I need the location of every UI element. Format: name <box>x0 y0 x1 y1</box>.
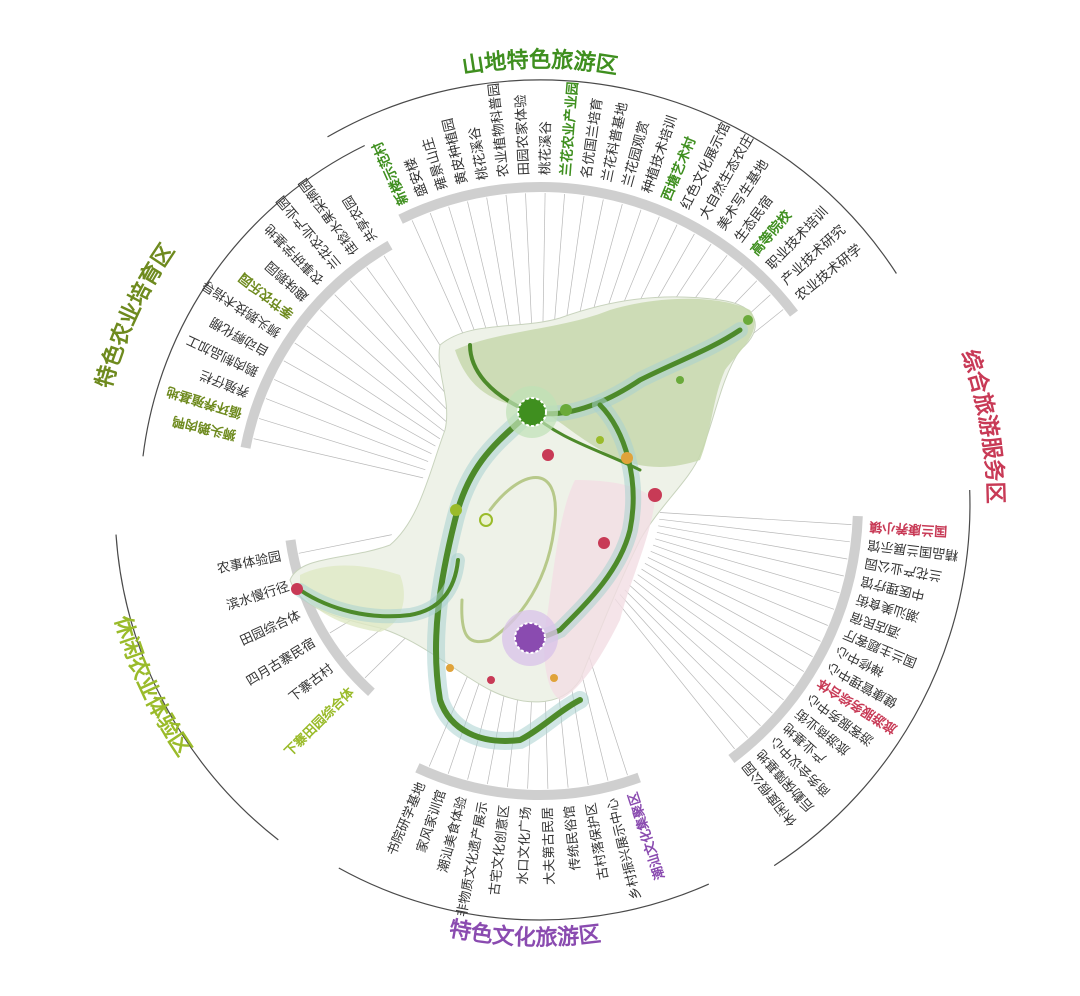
leader-line <box>258 418 426 471</box>
mountain-title: 山地特色旅游区 <box>460 47 619 80</box>
poi-node <box>596 436 604 444</box>
leader-line <box>655 538 840 594</box>
zone-item-label: 田园综合体 <box>238 608 303 649</box>
poi-node <box>291 583 303 595</box>
leader-line <box>629 584 773 714</box>
zone-item-label: 水口文化广场 <box>516 806 534 885</box>
zone-item-label: 桃花溪谷 <box>537 120 554 175</box>
leisure-title-text: 休闲农业体验区 <box>109 612 196 761</box>
zone-item-label: 古宅文化创意区 <box>486 804 512 896</box>
leader-line <box>644 562 813 658</box>
zone-item-label: 田园农家体验 <box>512 94 533 176</box>
leisure-outer-rim <box>115 534 279 841</box>
culture-title-text: 特色文化旅游区 <box>447 916 602 951</box>
poi-node <box>550 674 558 682</box>
leader-line <box>652 544 835 610</box>
leader-line <box>641 568 804 672</box>
zone-item-label: 传统民俗馆 <box>562 805 583 871</box>
poi-node <box>487 676 495 684</box>
leader-line <box>650 550 828 626</box>
leader-line <box>306 325 446 433</box>
zone-item-label: 农业植物科普园 <box>486 82 512 178</box>
mountain-title-text: 山地特色旅游区 <box>460 47 619 80</box>
agri-outer-rim <box>142 144 365 457</box>
poi-node <box>598 537 610 549</box>
zone-item-label: 新楼示范村 <box>369 139 412 208</box>
leader-line <box>294 342 441 440</box>
service-title-text: 综合旅游服务区 <box>956 346 1007 504</box>
mountain-zone-area <box>455 298 755 467</box>
zone-item-label: 农事体验园 <box>216 549 283 577</box>
poi-node <box>676 376 684 384</box>
leader-line <box>274 379 432 455</box>
agri-title-text: 特色农业培育区 <box>91 240 180 391</box>
culture-ring <box>415 763 641 800</box>
agri-ring <box>240 240 393 449</box>
leader-line <box>614 598 735 750</box>
mountain-ring <box>398 182 798 317</box>
poi-node <box>479 513 493 527</box>
hub-purple <box>514 622 546 654</box>
leader-line <box>647 557 821 642</box>
leader-line <box>619 594 749 738</box>
service-outer-rim <box>773 489 971 867</box>
poi-node <box>743 315 753 325</box>
poi-node <box>621 452 633 464</box>
service-ring <box>728 515 863 763</box>
leader-line <box>624 589 761 726</box>
zone-item-label: 滨水慢行径 <box>224 579 291 614</box>
leader-line <box>656 531 844 577</box>
culture-title: 特色文化旅游区 <box>447 916 602 951</box>
leisure-title: 休闲农业体验区 <box>109 612 196 761</box>
poi-nodes <box>291 315 753 684</box>
mountain-outer-rim <box>327 79 897 274</box>
hub-green <box>517 397 547 427</box>
zone-item-label: 国兰康养小镇 <box>869 518 948 539</box>
leisure-ring <box>285 539 375 697</box>
leader-line <box>637 574 795 687</box>
zone-item-label: 下寨古村 <box>286 661 337 706</box>
service-title: 综合旅游服务区 <box>956 346 1007 504</box>
leader-line <box>253 438 424 479</box>
poi-node <box>446 664 454 672</box>
poi-node <box>542 449 554 461</box>
outer-rims <box>115 79 971 921</box>
zone-item-label: 兰花农业产业园 <box>557 81 581 177</box>
agri-title: 特色农业培育区 <box>91 240 180 391</box>
site-map <box>289 296 756 750</box>
leader-line <box>298 534 392 554</box>
leader-line <box>633 579 784 701</box>
poi-node <box>648 488 662 502</box>
zone-item-label: 大夫第古民居 <box>541 807 558 885</box>
culture-outer-rim <box>338 867 710 921</box>
leader-line <box>658 525 848 560</box>
mountain-title-path <box>321 67 759 126</box>
leader-line <box>334 294 457 420</box>
leader-line <box>659 512 852 525</box>
zone-item-label: 桃花溪谷 <box>466 125 491 181</box>
leader-line <box>283 360 436 447</box>
poi-node <box>560 404 572 416</box>
poi-node <box>450 504 462 516</box>
leader-line <box>265 398 429 462</box>
leader-line <box>319 309 451 426</box>
leader-line <box>659 518 850 543</box>
